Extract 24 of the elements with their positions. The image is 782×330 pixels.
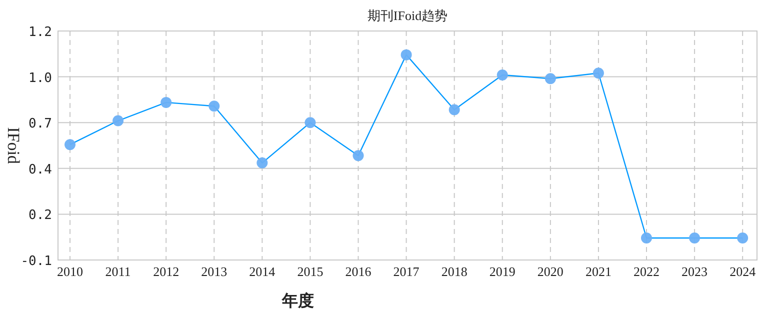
x-tick-label: 2024 bbox=[730, 264, 756, 279]
y-tick-label: 0.4 bbox=[28, 162, 52, 178]
x-tick-label: 2011 bbox=[105, 264, 131, 279]
y-tick-label: 0.2 bbox=[28, 208, 52, 224]
x-tick-label: 2023 bbox=[682, 264, 708, 279]
y-axis-title: IFoid bbox=[4, 127, 23, 164]
y-tick-label: 1.0 bbox=[28, 70, 52, 86]
y-tick-label: -0.1 bbox=[20, 254, 52, 269]
y-tick-label: 1.2 bbox=[28, 25, 52, 40]
x-tick-label: 2013 bbox=[201, 264, 228, 279]
x-tick-label: 2020 bbox=[537, 264, 564, 279]
x-tick-label: 2016 bbox=[345, 264, 372, 279]
x-tick-label: 2014 bbox=[249, 264, 276, 279]
x-axis-title: 年度 bbox=[281, 291, 314, 310]
x-tick-label: 2019 bbox=[489, 264, 516, 279]
x-tick-label: 2017 bbox=[393, 264, 420, 279]
x-tick-label: 2018 bbox=[441, 264, 468, 279]
chart-title: 期刊IFoid趋势 bbox=[367, 8, 448, 23]
x-tick-label: 2010 bbox=[57, 264, 84, 279]
x-tick-label: 2015 bbox=[297, 264, 324, 279]
x-tick-label: 2022 bbox=[634, 264, 660, 279]
y-tick-label: 0.7 bbox=[28, 116, 52, 132]
x-tick-label: 2021 bbox=[585, 264, 612, 279]
x-tick-label: 2012 bbox=[153, 264, 180, 279]
